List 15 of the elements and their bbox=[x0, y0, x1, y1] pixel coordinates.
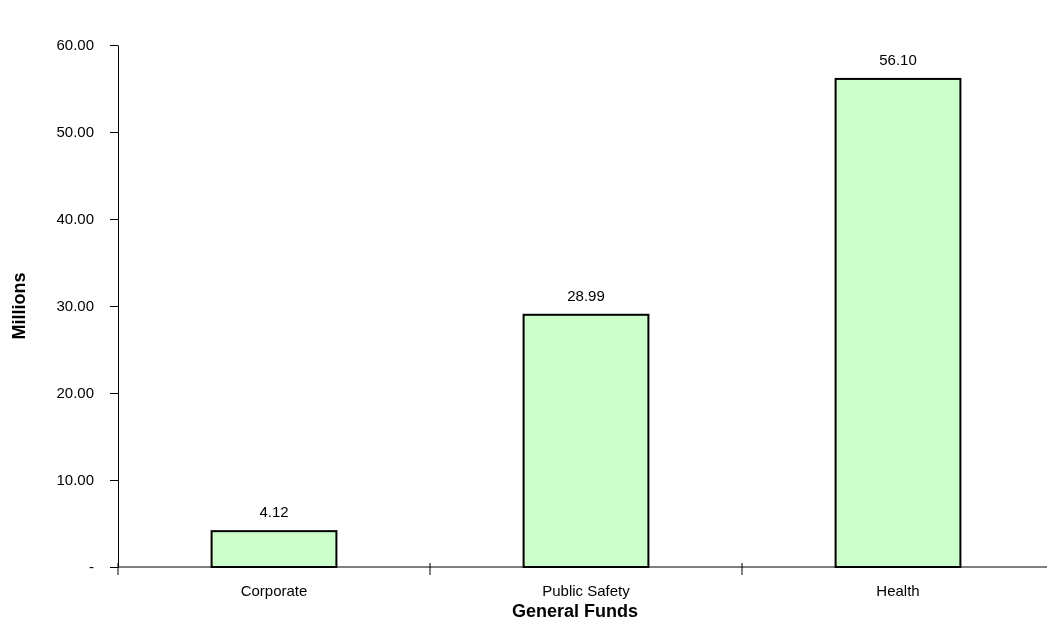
y-tick-label: 60.00 bbox=[56, 36, 94, 54]
y-tick-label: 40.00 bbox=[56, 210, 94, 228]
data-label: 28.99 bbox=[567, 286, 605, 304]
y-tick-label: 20.00 bbox=[56, 384, 94, 402]
data-label: 56.10 bbox=[879, 50, 917, 68]
x-axis-title: General Funds bbox=[511, 601, 639, 621]
data-label: 4.12 bbox=[259, 503, 289, 521]
y-tick-label: - bbox=[89, 558, 94, 576]
y-tick-label: 30.00 bbox=[56, 297, 94, 315]
y-tick-label: 50.00 bbox=[56, 123, 94, 141]
y-tick-label: 10.00 bbox=[56, 471, 94, 489]
x-tick-label: Corporate bbox=[240, 582, 308, 599]
y-axis-title: Millions bbox=[9, 272, 29, 340]
x-tick-label: Health bbox=[876, 582, 920, 599]
x-tick-label: Public Safety bbox=[542, 582, 631, 599]
